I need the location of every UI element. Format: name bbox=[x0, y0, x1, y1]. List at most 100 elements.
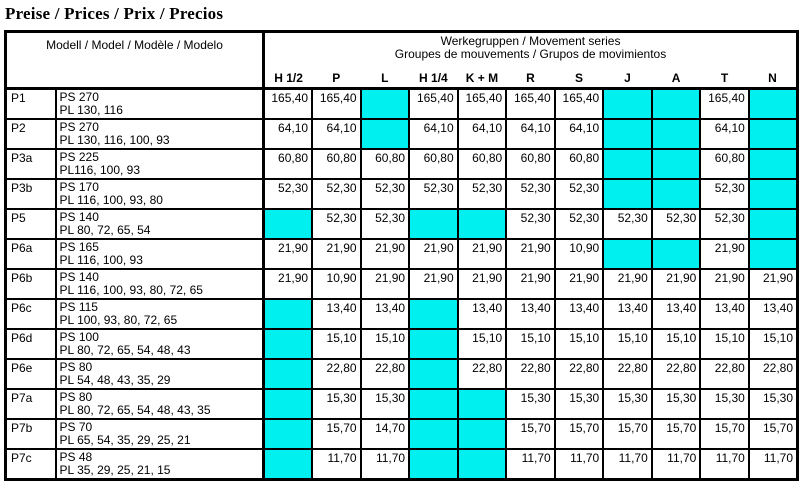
table-row: P3a PS 225 PL116, 100, 93 60,80 60,80 60,80 60… bbox=[4, 148, 799, 180]
price-cell: 21,90 bbox=[311, 238, 362, 270]
table-row: P2 PS 270 PL 130, 116, 100, 93 64,10 64,10 64… bbox=[4, 118, 799, 150]
price-cell: 21,90 bbox=[408, 268, 459, 300]
price-cell: 21,90 bbox=[553, 268, 605, 300]
price-cell: 52,30 bbox=[311, 178, 362, 210]
price-cell: 21,90 bbox=[699, 238, 750, 270]
price-cell: 21,90 bbox=[602, 268, 653, 300]
model-pl: PL 80, 72, 65, 54, 48, 43 bbox=[59, 343, 191, 357]
model-description-cell: PS 100 PL 80, 72, 65, 54, 48, 43 bbox=[54, 328, 266, 360]
column-header-t: T bbox=[700, 64, 749, 90]
table-row: P6a PS 165 PL 116, 100, 93 21,90 21,90 21,90 2… bbox=[4, 238, 799, 270]
highlighted-empty-cell bbox=[262, 358, 314, 390]
model-description-cell: PS 80 PL 54, 48, 43, 35, 29 bbox=[54, 358, 266, 390]
model-description-cell: PS 80 PL 80, 72, 65, 54, 48, 43, 35 bbox=[54, 388, 266, 420]
price-cell: 52,30 bbox=[262, 178, 314, 210]
price-cell: 11,70 bbox=[747, 448, 799, 481]
price-cell: 13,40 bbox=[699, 298, 750, 330]
highlighted-empty-cell bbox=[747, 178, 799, 210]
highlighted-empty-cell bbox=[359, 118, 411, 150]
price-cell: 22,80 bbox=[699, 358, 750, 390]
model-pl: PL116, 100, 93 bbox=[59, 163, 141, 177]
price-cell: 165,40 bbox=[262, 87, 314, 120]
highlighted-empty-cell bbox=[262, 328, 314, 360]
price-cell: 10,90 bbox=[553, 238, 605, 270]
highlighted-empty-cell bbox=[650, 238, 702, 270]
price-cell: 11,70 bbox=[699, 448, 750, 481]
highlighted-empty-cell bbox=[408, 388, 459, 420]
price-cell: 165,40 bbox=[553, 87, 605, 120]
model-pl: PL 116, 100, 93 bbox=[59, 253, 143, 267]
price-cell: 15,10 bbox=[359, 328, 411, 360]
price-cell: 52,30 bbox=[505, 178, 556, 210]
price-cell: 21,90 bbox=[747, 268, 799, 300]
highlighted-empty-cell bbox=[408, 298, 459, 330]
price-cell: 15,70 bbox=[747, 418, 799, 450]
highlighted-empty-cell bbox=[359, 87, 411, 120]
model-ps: PS 70 bbox=[59, 420, 93, 434]
price-cell: 13,40 bbox=[553, 298, 605, 330]
price-cell: 64,10 bbox=[699, 118, 750, 150]
price-cell: 60,80 bbox=[262, 148, 314, 180]
price-table: Modell / Model / Modèle / Modelo Werkegr… bbox=[4, 30, 799, 481]
column-header-h-1-2: H 1/2 bbox=[262, 64, 313, 90]
highlighted-empty-cell bbox=[602, 87, 653, 120]
price-cell: 13,40 bbox=[505, 298, 556, 330]
price-cell: 60,80 bbox=[359, 148, 411, 180]
price-cell: 52,30 bbox=[359, 208, 411, 240]
price-cell: 64,10 bbox=[408, 118, 459, 150]
model-pl: PL 65, 54, 35, 29, 25, 21 bbox=[59, 433, 191, 447]
price-cell: 22,80 bbox=[747, 358, 799, 390]
highlighted-empty-cell bbox=[456, 208, 508, 240]
price-cell: 22,80 bbox=[553, 358, 605, 390]
price-cell: 64,10 bbox=[505, 118, 556, 150]
column-header-k-m: K + M bbox=[457, 64, 507, 90]
highlighted-empty-cell bbox=[650, 87, 702, 120]
price-cell: 165,40 bbox=[456, 87, 508, 120]
model-pl: PL 80, 72, 65, 54 bbox=[59, 223, 151, 237]
movement-series-header-line2: Groupes de mouvements / Grupos de movimi… bbox=[394, 47, 667, 61]
price-cell: 11,70 bbox=[359, 448, 411, 481]
price-cell: 22,80 bbox=[505, 358, 556, 390]
price-cell: 15,30 bbox=[553, 388, 605, 420]
model-code-cell: P3a bbox=[4, 148, 57, 180]
model-pl: PL 35, 29, 25, 21, 15 bbox=[59, 463, 171, 477]
price-cell: 52,30 bbox=[699, 178, 750, 210]
model-ps: PS 80 bbox=[59, 390, 93, 404]
table-row: P7c PS 48 PL 35, 29, 25, 21, 15 11,70 11,70 1… bbox=[4, 448, 799, 481]
highlighted-empty-cell bbox=[456, 448, 508, 481]
price-cell: 15,30 bbox=[505, 388, 556, 420]
price-cell: 60,80 bbox=[553, 148, 605, 180]
price-cell: 15,10 bbox=[699, 328, 750, 360]
column-header-j: J bbox=[603, 64, 652, 90]
price-cell: 21,90 bbox=[699, 268, 750, 300]
highlighted-empty-cell bbox=[602, 238, 653, 270]
model-pl: PL 130, 116, 100, 93 bbox=[59, 133, 170, 147]
price-cell: 15,70 bbox=[311, 418, 362, 450]
price-cell: 14,70 bbox=[359, 418, 411, 450]
page-title: Preise / Prices / Prix / Precios bbox=[5, 4, 224, 23]
column-header-l: L bbox=[360, 64, 410, 90]
model-description-cell: PS 170 PL 116, 100, 93, 80 bbox=[54, 178, 266, 210]
movement-series-header-line1: Werkegruppen / Movement series bbox=[440, 34, 621, 48]
model-pl: PL 116, 100, 93, 80 bbox=[59, 193, 163, 207]
highlighted-empty-cell bbox=[262, 418, 314, 450]
model-description-cell: PS 140 PL 80, 72, 65, 54 bbox=[54, 208, 266, 240]
model-description-cell: PS 70 PL 65, 54, 35, 29, 25, 21 bbox=[54, 418, 266, 450]
model-description-cell: PS 140 PL 116, 100, 93, 80, 72, 65 bbox=[54, 268, 266, 300]
model-pl: PL 54, 48, 43, 35, 29 bbox=[59, 373, 171, 387]
price-cell: 15,30 bbox=[311, 388, 362, 420]
price-cell: 15,10 bbox=[553, 328, 605, 360]
column-header-h-1-4: H 1/4 bbox=[409, 64, 458, 90]
model-ps: PS 270 bbox=[59, 120, 99, 134]
price-cell: 15,30 bbox=[359, 388, 411, 420]
price-cell: 13,40 bbox=[747, 298, 799, 330]
price-cell: 15,30 bbox=[650, 388, 702, 420]
price-cell: 22,80 bbox=[456, 358, 508, 390]
table-row: P3b PS 170 PL 116, 100, 93, 80 52,30 52,30 52… bbox=[4, 178, 799, 210]
price-cell: 15,10 bbox=[456, 328, 508, 360]
price-cell: 60,80 bbox=[456, 148, 508, 180]
highlighted-empty-cell bbox=[650, 178, 702, 210]
price-cell: 13,40 bbox=[311, 298, 362, 330]
price-cell: 52,30 bbox=[505, 208, 556, 240]
price-cell: 13,40 bbox=[602, 298, 653, 330]
